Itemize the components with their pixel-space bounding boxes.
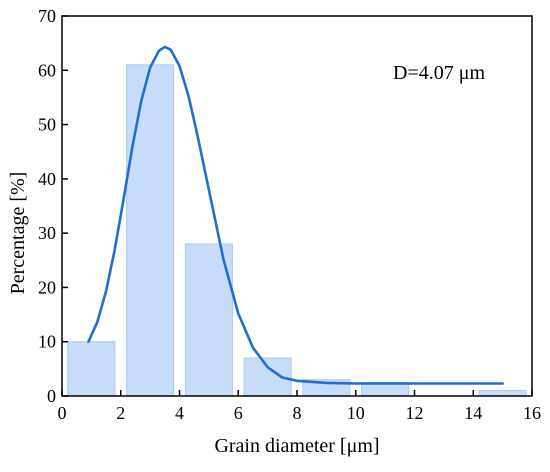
histogram-bar-1: [67, 341, 116, 397]
histogram-bar-3: [184, 243, 233, 397]
histogram-bar-2: [126, 64, 175, 397]
x-tick-label: 8: [293, 403, 302, 423]
x-tick-label: 14: [464, 403, 482, 423]
x-tick-label: 12: [406, 403, 424, 423]
x-tick-label: 2: [116, 403, 125, 423]
y-axis-label: Percentage [%]: [7, 172, 29, 295]
y-tick-label: 60: [38, 60, 56, 80]
distribution-fit-curve: [87, 45, 504, 385]
y-tick-label: 70: [38, 6, 56, 26]
histogram-bar-7: [478, 390, 527, 397]
bars-layer: [67, 64, 527, 397]
x-tick-label: 0: [58, 403, 67, 423]
x-tick-label: 16: [523, 403, 541, 423]
x-axis-label: Grain diameter [μm]: [214, 435, 379, 457]
y-tick-label: 20: [38, 277, 56, 297]
x-tick-label: 6: [234, 403, 243, 423]
x-tick-label: 4: [175, 403, 184, 423]
y-tick-label: 10: [38, 332, 56, 352]
mean-diameter-annotation: D=4.07 μm: [393, 62, 485, 84]
ticks-layer: 0 2 4 6 8 10 12 14 16 0 10 20 30 40 50 60 70: [38, 6, 541, 423]
curve-layer: [87, 45, 504, 385]
y-tick-label: 50: [38, 115, 56, 135]
y-tick-label: 40: [38, 169, 56, 189]
x-tick-label: 10: [347, 403, 365, 423]
y-tick-label: 30: [38, 223, 56, 243]
y-tick-label: 0: [47, 386, 56, 406]
